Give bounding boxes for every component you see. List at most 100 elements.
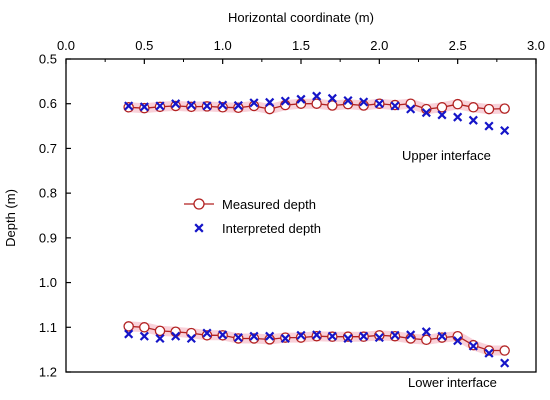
measured-depth-point — [342, 331, 354, 342]
interpreted-depth-point — [139, 102, 149, 112]
interpreted-depth-marker — [453, 336, 463, 346]
interpreted-depth-marker — [265, 331, 275, 341]
interpreted-depth-point — [202, 101, 212, 111]
axes — [65, 58, 537, 373]
x-tick-label: 1.5 — [292, 38, 310, 53]
interpreted-depth-point — [500, 125, 510, 136]
interpreted-depth-point — [171, 331, 181, 341]
interpreted-depth-point — [233, 332, 243, 343]
interpreted-depth-marker — [186, 333, 196, 344]
interpreted-depth-marker — [390, 101, 400, 111]
interpreted-depth-marker — [218, 100, 228, 110]
legend-interpreted-label: Interpreted depth — [222, 221, 321, 236]
interpreted-depth-point — [139, 331, 149, 341]
interpreted-depth-point — [468, 115, 478, 125]
interpreted-depth-marker — [421, 327, 431, 337]
interpreted-depth-marker — [124, 329, 134, 339]
interpreted-depth-point — [406, 104, 416, 114]
measured-depth-point — [499, 345, 510, 356]
interpreted-depth-point — [327, 331, 337, 341]
interpreted-depth-point — [359, 331, 369, 341]
interpreted-depth-point — [296, 94, 306, 104]
interpreted-depth-marker — [390, 330, 400, 340]
y-tick-labels: 0.5 0.6 0.7 0.8 0.9 1.0 1.1 1.2 — [39, 52, 57, 380]
interpreted-depth-point — [265, 97, 275, 107]
series-layer — [123, 91, 510, 368]
interpreted-depth-marker — [296, 330, 306, 340]
interpreted-depth-point — [390, 330, 400, 340]
interpreted-depth-marker — [139, 102, 149, 112]
interpreted-depth-point — [249, 98, 259, 108]
x-axis-title: Horizontal coordinate (m) — [228, 10, 374, 25]
interpreted-depth-marker — [124, 101, 134, 111]
interpreted-depth-point — [484, 121, 494, 131]
interpreted-depth-point — [312, 330, 322, 340]
measured-depth-point — [421, 334, 432, 346]
legend-measured-label: Measured depth — [222, 197, 316, 212]
x-axis-title-group: Horizontal coordinate (m) — [228, 10, 374, 25]
annotation-lower-interface: Lower interface — [408, 375, 497, 390]
interpreted-depth-point — [218, 330, 228, 340]
interpreted-depth-point — [453, 336, 463, 346]
interpreted-depth-point — [343, 333, 353, 344]
y-tick-label: 0.5 — [39, 52, 57, 67]
measured-depth-point — [248, 333, 260, 344]
measured-depth-point — [217, 102, 228, 113]
measured-depth-point — [499, 103, 510, 114]
interpreted-depth-marker — [500, 358, 510, 368]
interpreted-depth-point — [468, 341, 478, 351]
y-tick-label: 1.1 — [39, 320, 57, 335]
interpreted-depth-point — [186, 100, 196, 110]
interpreted-depth-marker — [186, 100, 196, 110]
y-tick-label: 0.9 — [39, 230, 57, 245]
y-tick-label: 0.6 — [39, 96, 57, 111]
interpreted-depth-marker — [139, 331, 149, 341]
interpreted-depth-point — [124, 329, 134, 339]
interpreted-depth-point — [421, 108, 431, 118]
measured-depth-point — [468, 102, 479, 113]
interpreted-depth-marker — [218, 330, 228, 340]
interpreted-depth-marker — [202, 101, 212, 111]
interpreted-depth-marker — [421, 108, 431, 118]
y-tick-label: 0.8 — [39, 186, 57, 201]
interpreted-depth-point — [437, 110, 447, 120]
interpreted-depth-point — [218, 100, 228, 110]
interpreted-depth-point — [437, 331, 447, 341]
interpreted-depth-point — [124, 101, 134, 111]
x-tick-label: 2.0 — [370, 38, 388, 53]
interpreted-depth-marker — [171, 331, 181, 341]
interpreted-depth-point — [500, 358, 510, 368]
interpreted-depth-marker — [437, 110, 447, 120]
interpreted-depth-point — [453, 112, 463, 122]
interpreted-depth-point — [280, 96, 290, 106]
interpreted-depth-marker — [233, 332, 243, 343]
x-tick-label: 0.5 — [135, 38, 153, 53]
interpreted-depth-marker — [249, 98, 259, 108]
interpreted-depth-marker — [327, 93, 337, 103]
interpreted-depth-marker — [468, 341, 478, 351]
measured-depth-point — [452, 98, 463, 110]
interpreted-depth-point — [155, 333, 165, 344]
annotation-upper-interface: Upper interface — [402, 148, 491, 163]
measured-depth-point — [327, 100, 338, 111]
interpreted-depth-point — [233, 100, 243, 111]
interpreted-depth-marker — [437, 331, 447, 341]
y-tick-label: 0.7 — [39, 141, 57, 156]
interpreted-depth-marker — [312, 91, 322, 101]
interpreted-depth-point — [359, 97, 369, 107]
series-interpreted-depth — [124, 91, 510, 368]
x-tick-labels: 0.0 0.5 1.0 1.5 2.0 2.5 3.0 — [57, 38, 545, 53]
measured-depth-point — [201, 330, 213, 341]
interpreted-depth-point — [327, 93, 337, 103]
y-axis-title: Depth (m) — [3, 189, 18, 247]
x-tick-label: 2.5 — [449, 38, 467, 53]
measured-depth-point — [233, 102, 244, 113]
interpreted-depth-point — [406, 330, 416, 340]
y-tick-label: 1.0 — [39, 275, 57, 290]
interpreted-depth-marker — [296, 94, 306, 104]
interpreted-depth-marker — [343, 333, 353, 344]
interpreted-depth-marker — [484, 348, 494, 358]
measured-depth-point — [483, 103, 495, 115]
interpreted-depth-marker — [406, 104, 416, 114]
interpreted-depth-point — [202, 328, 212, 338]
